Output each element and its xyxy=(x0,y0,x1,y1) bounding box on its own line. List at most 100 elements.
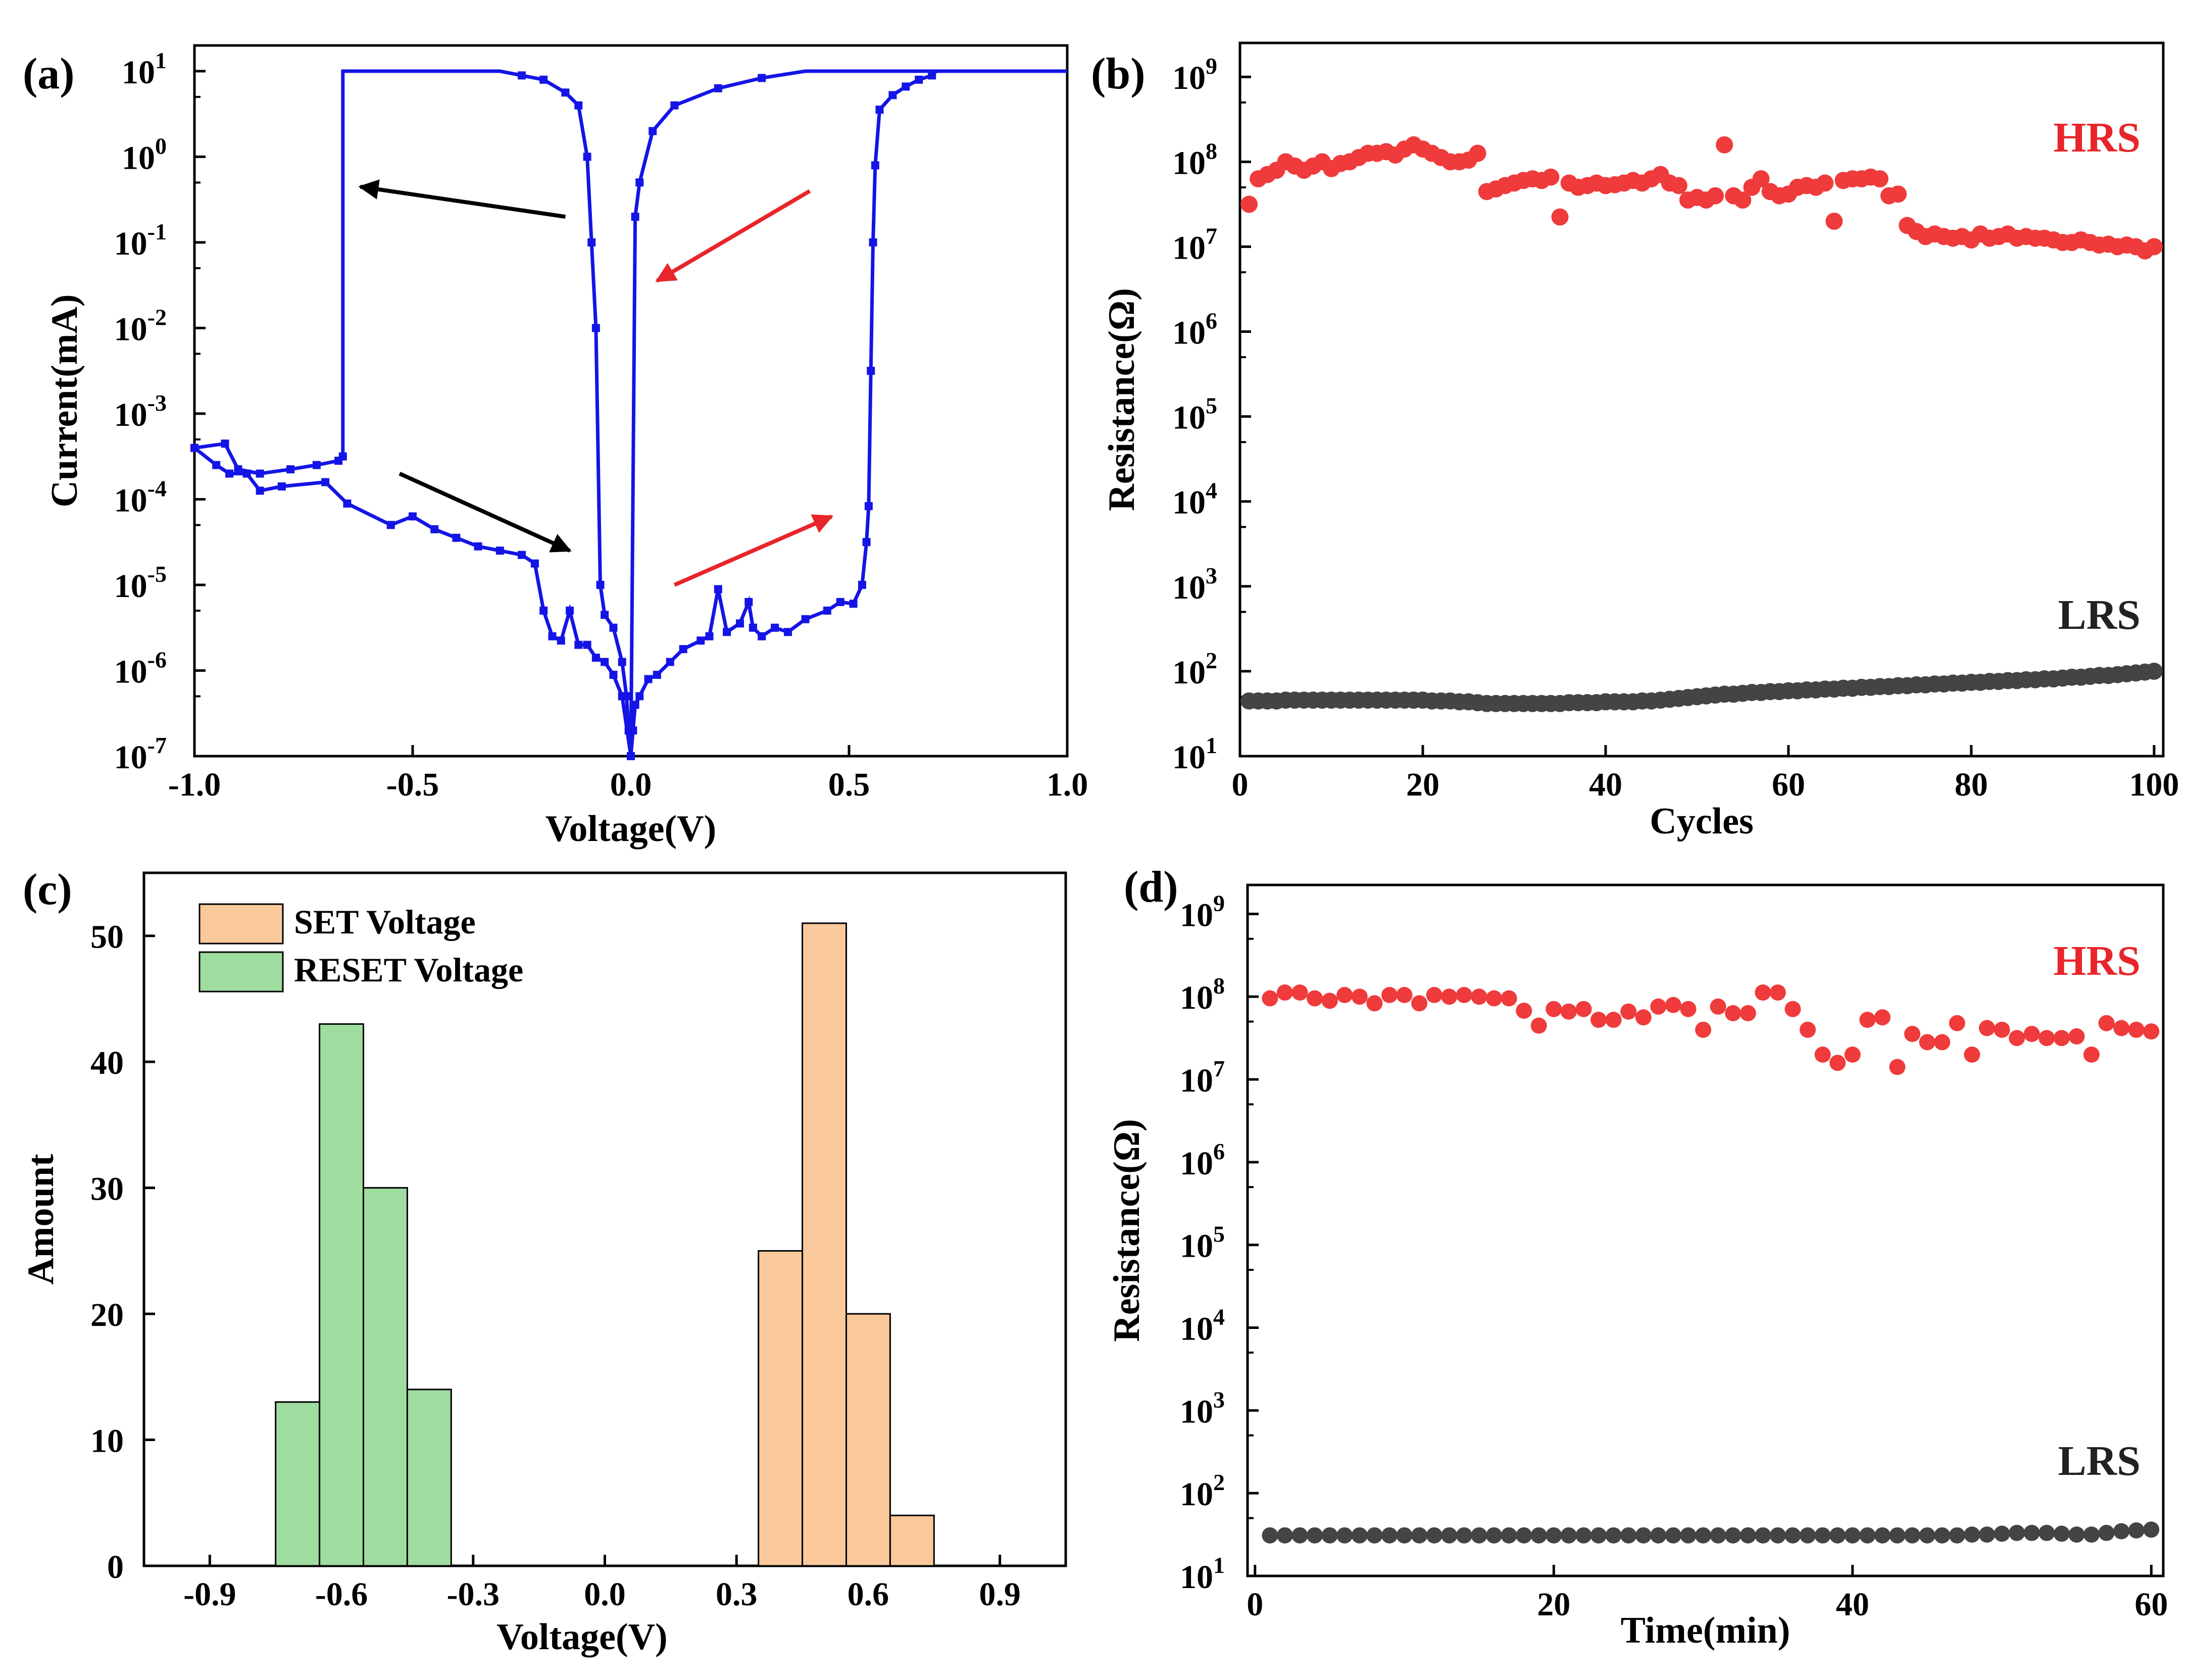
y-tick-label-d: 109 xyxy=(1180,890,1225,933)
panel-label-a: (a) xyxy=(23,50,75,98)
iv-data-point xyxy=(758,632,766,640)
set-histogram-bar xyxy=(845,1313,891,1567)
hrs-data-point xyxy=(1710,998,1726,1015)
hrs-data-point xyxy=(1979,1020,1995,1036)
iv-data-point xyxy=(190,443,198,452)
hrs-data-point xyxy=(1934,1034,1951,1051)
hrs-data-point xyxy=(1542,168,1560,186)
lrs-data-point xyxy=(2023,1524,2040,1541)
lrs-data-point xyxy=(1784,1527,1801,1544)
hrs-data-point xyxy=(1426,986,1442,1003)
hrs-data-point xyxy=(1816,174,1834,192)
x-tick-label-c: 0.9 xyxy=(979,1576,1021,1613)
set-histogram-bar xyxy=(758,1250,804,1567)
lrs-data-point xyxy=(1919,1527,1935,1544)
x-tick-label-c: 0.6 xyxy=(848,1576,889,1613)
iv-data-point xyxy=(849,600,858,608)
iv-data-point xyxy=(723,628,731,636)
iv-data-point xyxy=(286,465,295,474)
hrs-data-point xyxy=(1874,1009,1890,1026)
hrs-data-point xyxy=(1471,989,1487,1005)
lrs-data-point xyxy=(1291,1527,1308,1544)
sweep-direction-arrow-3 xyxy=(399,471,572,553)
hrs-data-point xyxy=(1994,1021,2010,1038)
reset-histogram-bar xyxy=(319,1023,364,1567)
lrs-data-point xyxy=(1725,1527,1742,1544)
lrs-data-point xyxy=(1471,1527,1487,1544)
lrs-label-d: LRS xyxy=(2058,1438,2141,1485)
x-tick-label-d: 0 xyxy=(1247,1586,1263,1623)
iv-data-point xyxy=(624,726,633,735)
hrs-data-point xyxy=(1650,998,1667,1015)
hrs-data-point xyxy=(1755,984,1771,1001)
hrs-data-point xyxy=(1889,185,1907,203)
hrs-data-point xyxy=(2145,238,2163,256)
iv-data-point xyxy=(452,533,461,542)
lrs-data-point xyxy=(2145,662,2163,680)
x-tick-label-a: 0.5 xyxy=(828,766,870,803)
iv-data-point xyxy=(666,658,674,666)
x-axis-title-a: Voltage(V) xyxy=(545,808,716,850)
iv-data-point xyxy=(714,84,722,92)
y-tick-label-d: 106 xyxy=(1180,1139,1225,1182)
x-tick-label-d: 40 xyxy=(1836,1586,1869,1623)
plot-frame-b xyxy=(1238,41,2165,758)
y-tick-label-d: 104 xyxy=(1180,1304,1225,1348)
iv-data-point xyxy=(649,127,657,135)
iv-data-point xyxy=(635,178,644,187)
iv-data-point xyxy=(212,461,221,469)
y-tick-label-a: 10-1 xyxy=(114,219,167,262)
x-axis-title-c: Voltage(V) xyxy=(496,1616,667,1658)
iv-data-point xyxy=(864,502,873,511)
lrs-data-point xyxy=(1755,1527,1771,1544)
iv-data-point xyxy=(801,615,810,623)
x-tick-label-a: 1.0 xyxy=(1047,766,1088,803)
panel-a-iv-curve: (a) Voltage(V) Current(mA) 101 100 10-1 10-2 10… xyxy=(23,44,1088,850)
hrs-data-point xyxy=(1291,984,1308,1001)
iv-data-point xyxy=(518,551,526,559)
iv-data-point xyxy=(679,645,687,654)
y-tick-label-b: 106 xyxy=(1172,308,1217,352)
iv-data-point xyxy=(225,469,234,478)
y-tick-label-b: 104 xyxy=(1172,478,1217,521)
y-tick-label-a: 10-4 xyxy=(114,475,167,519)
iv-data-point xyxy=(539,75,548,84)
lrs-data-point xyxy=(1486,1527,1502,1544)
lrs-data-point xyxy=(1336,1527,1353,1544)
hrs-data-point xyxy=(1411,995,1428,1012)
y-tick-label-b: 107 xyxy=(1172,223,1217,266)
x-tick-label-d: 60 xyxy=(2134,1586,2168,1623)
hrs-data-point xyxy=(1665,997,1681,1013)
iv-data-point xyxy=(618,658,626,666)
iv-data-point xyxy=(644,675,653,683)
iv-data-point xyxy=(771,623,779,632)
iv-data-point xyxy=(430,525,439,533)
legend-swatch-set xyxy=(198,903,284,945)
panel-b-cycle-endurance: (b) Cycles Resistance(Ω) 109 108 107 106 105 104… xyxy=(1091,41,2179,842)
y-tick-label-b: 109 xyxy=(1172,53,1217,96)
lrs-data-point xyxy=(1620,1527,1637,1544)
y-axis-title-d: Resistance(Ω) xyxy=(1106,1119,1148,1342)
hrs-data-point xyxy=(2113,1020,2130,1036)
y-axis-title-a: Current(mA) xyxy=(44,294,85,508)
y-tick-label-d: 108 xyxy=(1180,973,1225,1016)
y-tick-label-d: 103 xyxy=(1180,1387,1225,1430)
iv-data-point xyxy=(386,521,395,529)
panel-d-retention: (d) Time(min) Resistance(Ω) 109 108 107 106 105… xyxy=(1106,863,2168,1651)
lrs-data-point xyxy=(1605,1527,1622,1544)
panel-label-c: (c) xyxy=(23,865,72,914)
lrs-data-point xyxy=(1276,1527,1293,1544)
x-tick-label-d: 20 xyxy=(1537,1586,1570,1623)
hrs-data-point xyxy=(1919,1034,1935,1051)
lrs-data-point xyxy=(1979,1526,1995,1543)
legend-swatch-reset xyxy=(198,951,284,993)
hrs-data-point xyxy=(1889,1059,1906,1075)
iv-data-point xyxy=(574,640,583,649)
y-axis-title-b: Resistance(Ω) xyxy=(1101,288,1142,511)
iv-data-point xyxy=(561,88,570,97)
y-tick-label-c: 10 xyxy=(90,1423,124,1460)
hrs-data-point xyxy=(1784,1001,1801,1017)
hrs-data-point xyxy=(1680,1001,1697,1017)
hrs-data-point xyxy=(1949,1015,1965,1031)
hrs-data-point xyxy=(1716,136,1733,154)
